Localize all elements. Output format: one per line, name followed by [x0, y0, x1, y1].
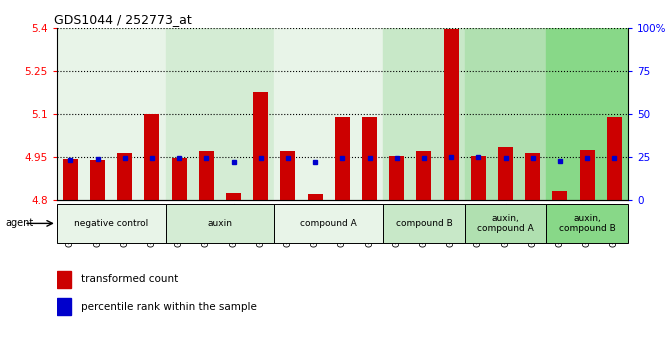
Bar [253, 92, 269, 200]
Text: GDS1044 / 252773_at: GDS1044 / 252773_at [54, 13, 192, 27]
Bar [416, 151, 432, 200]
Bar [275, 28, 383, 200]
Bar [465, 28, 546, 200]
Bar [471, 156, 486, 200]
Bar [607, 117, 622, 200]
Bar [57, 204, 166, 243]
Bar [580, 150, 595, 200]
Bar [199, 151, 214, 200]
Text: auxin,
compound B: auxin, compound B [558, 214, 615, 233]
Bar [63, 159, 78, 200]
Bar [57, 298, 71, 315]
Bar [281, 151, 295, 200]
Bar [90, 160, 105, 200]
Bar [525, 152, 540, 200]
Bar [118, 152, 132, 200]
Bar [226, 193, 241, 200]
Bar [308, 194, 323, 200]
Text: compound B: compound B [395, 219, 452, 228]
Bar [275, 204, 383, 243]
Text: percentile rank within the sample: percentile rank within the sample [81, 302, 257, 312]
Text: auxin: auxin [208, 219, 232, 228]
Bar [166, 204, 275, 243]
Bar [546, 204, 628, 243]
Bar [57, 28, 166, 200]
Bar [552, 191, 567, 200]
Bar [362, 117, 377, 200]
Bar [144, 114, 160, 200]
Bar [383, 28, 465, 200]
Bar [444, 29, 459, 200]
Bar [383, 204, 465, 243]
Text: compound A: compound A [301, 219, 357, 228]
Bar [166, 28, 275, 200]
Bar [546, 28, 628, 200]
Text: negative control: negative control [74, 219, 148, 228]
Bar [498, 147, 513, 200]
Bar [335, 117, 350, 200]
Bar [57, 270, 71, 288]
Bar [389, 156, 404, 200]
Bar [465, 204, 546, 243]
Bar [172, 158, 186, 200]
Text: agent: agent [5, 218, 33, 228]
Text: auxin,
compound A: auxin, compound A [477, 214, 534, 233]
Text: transformed count: transformed count [81, 274, 178, 284]
